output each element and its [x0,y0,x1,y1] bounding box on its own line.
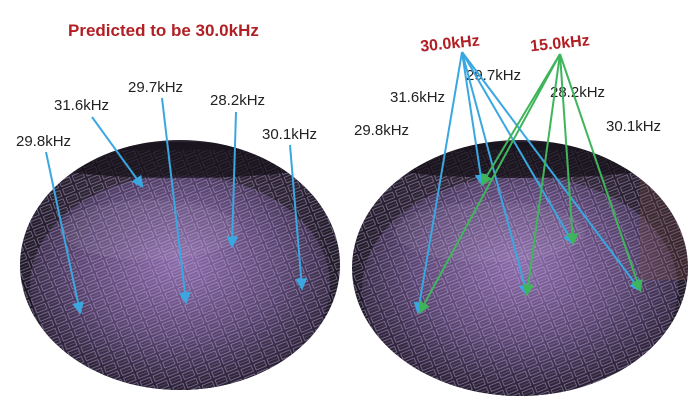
right-arrows-15khz [418,53,643,315]
left-label-30-1: 30.1kHz [262,126,317,143]
left-arrow-28-2 [226,111,239,249]
left-arrow-30-1 [289,144,308,291]
left-arrow-31-6 [91,116,144,188]
right-blue-arrow-5 [461,51,642,292]
right-green-arrow-3 [522,53,561,297]
right-label-29-7: 29.7kHz [466,67,521,84]
right-predicted-15: 15.0kHz [529,32,590,55]
right-label-31-6: 31.6kHz [390,89,445,106]
left-label-28-2: 28.2kHz [210,92,265,109]
left-label-29-7: 29.7kHz [128,79,183,96]
right-label-29-8: 29.8kHz [354,122,409,139]
left-label-29-8: 29.8kHz [16,133,71,150]
right-blue-arrow-2 [461,51,487,187]
right-blue-arrow-1 [413,51,463,315]
right-blue-arrow-4 [461,51,575,246]
left-arrow-29-8 [45,151,84,315]
left-label-31-6: 31.6kHz [54,97,109,114]
right-label-28-2: 28.2kHz [550,84,605,101]
left-wafer-photo [20,140,340,390]
left-arrow-29-7 [161,97,191,305]
left-title: Predicted to be 30.0kHz [68,21,259,40]
left-arrows [45,97,308,315]
right-green-arrow-2 [480,53,561,187]
right-label-30-1: 30.1kHz [606,118,661,135]
right-green-arrow-5 [559,53,643,293]
right-predicted-30: 30.0kHz [419,32,480,55]
right-green-arrow-4 [559,53,579,246]
